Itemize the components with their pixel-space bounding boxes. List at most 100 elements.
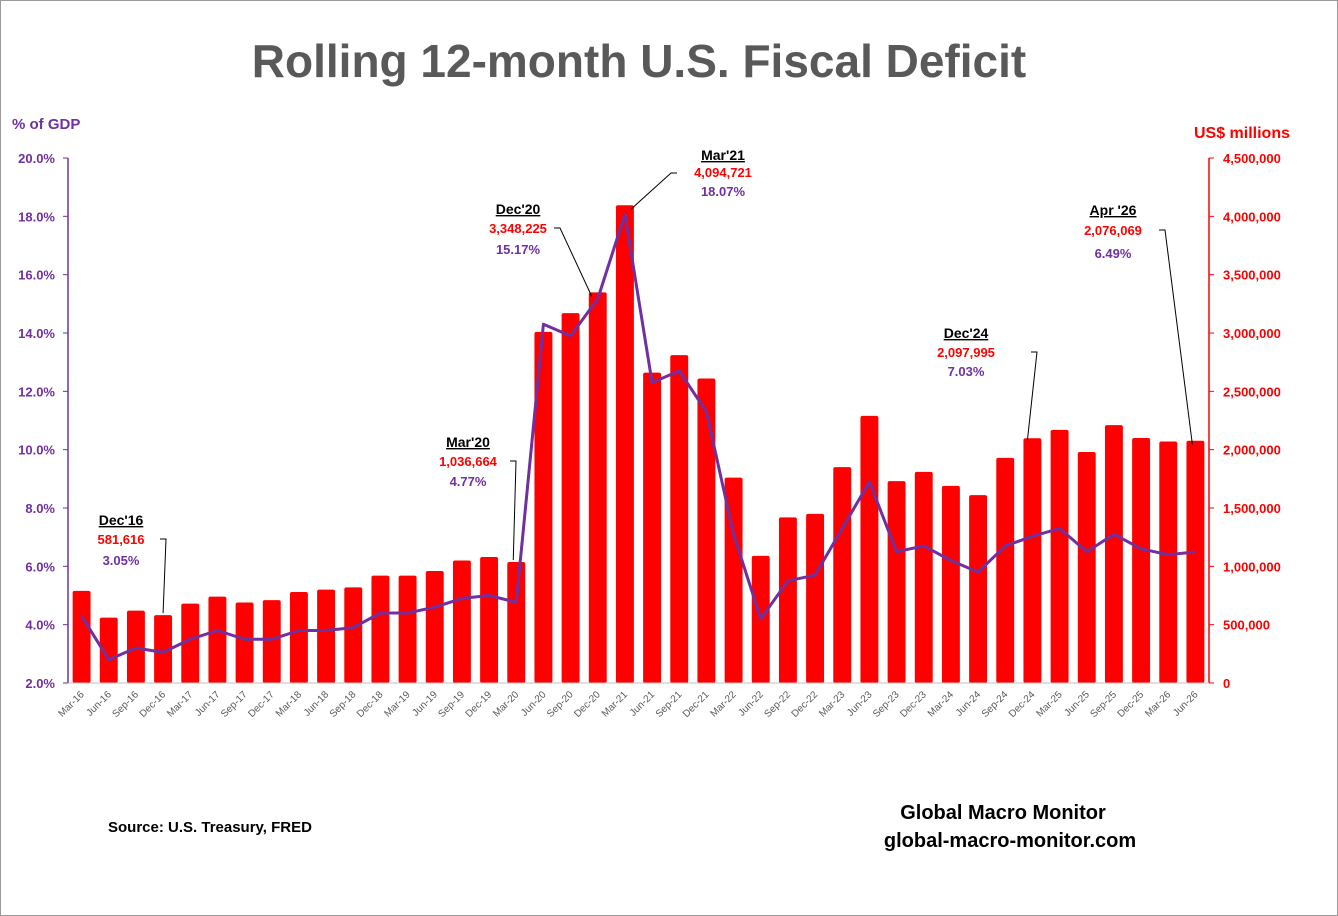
annotation-pct-mar20: 4.77% [450,474,487,489]
bar-mar-26 [1159,441,1178,683]
x-tick-label: Sep-19 [436,689,467,720]
bar-jun-24 [969,495,988,683]
annotation-usd-dec20: 3,348,225 [489,221,547,236]
bar-sep-18 [344,587,363,683]
bar-dec-17 [262,600,281,683]
left-tick-label: 14.0% [18,326,55,341]
bar-dec-21 [697,378,716,683]
bar-sep-20 [561,313,580,683]
annotation-usd-apr26: 2,076,069 [1084,223,1142,238]
bar-dec-22 [806,513,825,683]
bar-sep-22 [778,517,797,683]
bar-jun-25 [1077,452,1096,683]
bar-mar-20 [507,562,526,683]
bar-jun-20 [534,331,553,683]
x-tick-label: Dec-23 [898,689,929,720]
gdp-line-series [80,212,1196,662]
bar-mar-22 [724,477,743,683]
bar-sep-21 [670,355,689,683]
x-tick-label: Jun-25 [1062,689,1092,719]
annotation-date-mar20: Mar'20 [446,434,490,450]
x-tick-label: Sep-20 [545,689,576,720]
x-tick-label: Dec-22 [790,689,821,720]
left-tick-label: 18.0% [18,209,55,224]
x-tick-label: Sep-18 [328,689,359,720]
bar-sep-17 [235,602,254,683]
annotation-usd-dec24: 2,097,995 [937,345,995,360]
annotation-leader-mar21 [630,172,677,210]
annotation-leader-dec20 [554,227,593,297]
bar-dec-18 [371,575,390,683]
x-tick-label: Sep-23 [871,689,902,720]
left-tick-label: 2.0% [25,676,55,691]
bar-dec-24 [1023,438,1042,683]
left-tick-label: 10.0% [18,443,55,458]
right-tick-label: 1,500,000 [1223,501,1281,516]
x-tick-label: Mar-23 [817,689,847,719]
bar-mar-16 [72,590,91,683]
bar-dec-25 [1132,438,1151,683]
x-tick-label: Jun-20 [519,689,549,719]
bar-dec-19 [480,557,499,683]
bar-jun-18 [317,589,336,683]
annotation-usd-mar21: 4,094,721 [694,165,752,180]
annotation-leader-dec16 [160,538,167,614]
gdp-line [80,212,1196,662]
axes [67,158,1210,684]
annotation-usd-dec16: 581,616 [98,532,145,547]
bar-mar-25 [1050,429,1069,683]
left-tick-label: 20.0% [18,151,55,166]
x-tick-label: Mar-18 [274,689,304,719]
right-axis-label: US$ millions [1194,125,1290,142]
bar-dec-20 [588,292,607,683]
x-tick-label: Mar-26 [1143,689,1173,719]
annotation-pct-dec16: 3.05% [103,553,140,568]
annotation-leader-apr26 [1159,229,1193,445]
right-tick-label: 3,500,000 [1223,268,1281,283]
annotations: Dec'16 581,616 3.05% Mar'20 1,036,664 4.77% De… [98,147,1193,614]
x-tick-label: Jun-22 [736,689,766,719]
x-tick-label: Jun-24 [954,689,984,719]
bar-sep-25 [1104,425,1123,683]
right-tick-label: 1,000,000 [1223,559,1281,574]
bar-jun-26 [1186,440,1205,683]
annotation-date-dec20: Dec'20 [496,201,541,217]
x-tick-label: Mar-17 [165,689,195,719]
x-tick-label: Mar-21 [600,689,630,719]
x-tick-label: Dec-19 [464,689,495,720]
right-tick-label: 3,000,000 [1223,326,1281,341]
annotation-pct-dec24: 7.03% [948,364,985,379]
left-axis-ticks: 2.0% 4.0% 6.0% 8.0% 10.0% 12.0% 14.0% 16.0% 18.0… [18,151,68,691]
x-tick-label: Jun-23 [845,689,875,719]
x-tick-label: Dec-16 [138,689,169,720]
right-axis-ticks: 0 500,000 1,000,000 1,500,000 2,000,000 2,500… [1209,151,1281,691]
bar-series [72,205,1205,683]
bar-jun-23 [860,415,879,683]
left-tick-label: 8.0% [25,501,55,516]
left-tick-label: 6.0% [25,559,55,574]
bar-mar-19 [398,575,417,683]
annotation-leader-dec24 [1026,351,1038,441]
right-tick-label: 0 [1223,676,1230,691]
bar-jun-17 [208,596,227,683]
bar-mar-18 [289,592,308,683]
x-axis-ticks: Mar-16Jun-16Sep-16Dec-16Mar-17Jun-17Sep-… [57,689,1201,720]
left-axis-label: % of GDP [12,116,80,133]
right-tick-label: 4,500,000 [1223,151,1281,166]
x-tick-label: Jun-26 [1171,689,1201,719]
bar-jun-16 [99,617,118,683]
x-tick-label: Sep-16 [110,689,141,720]
bar-mar-21 [615,205,634,683]
right-tick-label: 2,500,000 [1223,384,1281,399]
x-tick-label: Dec-24 [1007,689,1038,720]
brand-url: global-macro-monitor.com [884,830,1136,852]
x-tick-label: Sep-25 [1088,689,1119,720]
annotation-date-dec24: Dec'24 [944,325,989,341]
annotation-date-apr26: Apr '26 [1090,202,1137,218]
x-tick-label: Mar-16 [57,689,87,719]
left-tick-label: 16.0% [18,268,55,283]
x-tick-label: Jun-18 [302,689,332,719]
annotation-leader-mar20 [510,460,517,561]
bar-dec-16 [154,615,173,683]
